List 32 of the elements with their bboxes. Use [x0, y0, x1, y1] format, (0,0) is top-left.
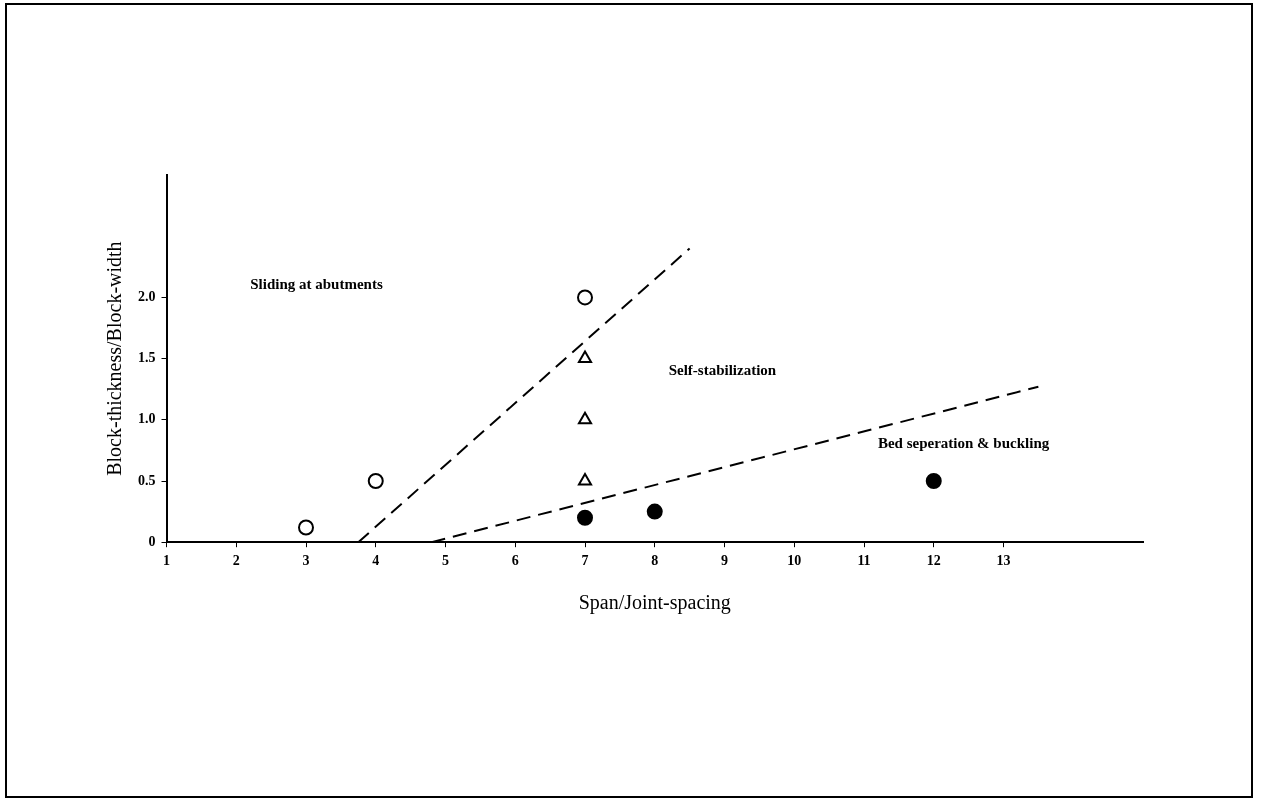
- x-tick-label: 5: [442, 553, 449, 569]
- annotation: Self-stabilization: [668, 361, 777, 378]
- x-tick-label: 1: [163, 553, 170, 569]
- y-tick-label: 1.0: [138, 411, 156, 427]
- y-tick-label: 1.5: [138, 350, 156, 366]
- x-tick-label: 10: [787, 553, 802, 569]
- x-tick-label: 7: [581, 553, 589, 569]
- annotation: Bed seperation & buckling: [877, 435, 1050, 452]
- y-axis-title: Block-thickness/Block-width: [103, 241, 126, 476]
- point: [577, 411, 593, 425]
- x-tick-label: 11: [857, 553, 871, 569]
- point: [298, 519, 314, 536]
- point: [367, 473, 384, 489]
- y-tick-label: 2.0: [138, 289, 156, 305]
- annotation: Sliding at abutments: [250, 276, 383, 293]
- x-axis-title: Span/Joint-spacing: [578, 591, 731, 615]
- point: [577, 289, 593, 306]
- point: [577, 350, 593, 364]
- x-tick-label: 12: [926, 553, 941, 569]
- x-tick-label: 8: [651, 553, 659, 569]
- x-tick-label: 2: [232, 553, 240, 569]
- y-tick-label: 0.5: [138, 472, 156, 488]
- x-tick-label: 4: [372, 553, 380, 569]
- point: [577, 473, 593, 486]
- point: [577, 509, 593, 526]
- x-tick-label: 3: [302, 553, 310, 569]
- point: [925, 473, 942, 489]
- y-tick-label: 0: [148, 533, 156, 549]
- point: [646, 503, 663, 520]
- x-tick-label: 9: [721, 553, 728, 569]
- x-tick-label: 13: [996, 553, 1011, 569]
- x-tick-label: 6: [511, 553, 519, 569]
